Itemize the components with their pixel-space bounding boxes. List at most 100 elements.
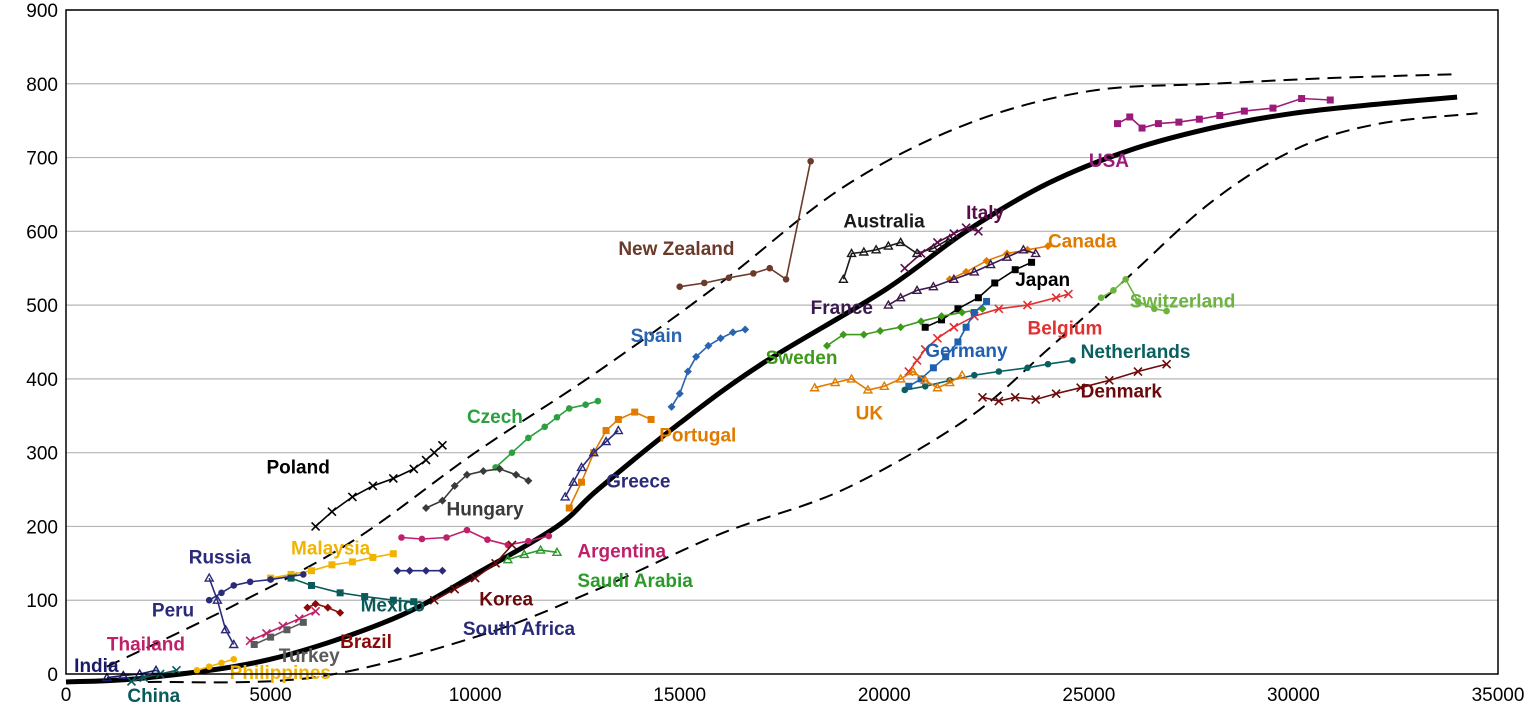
- data-point: [766, 264, 774, 272]
- series-label-belgium: Belgium: [1027, 319, 1102, 340]
- data-point: [299, 618, 307, 626]
- country-labels: USA New Zealand Australia Italy Canada Japan S…: [74, 151, 1235, 707]
- data-point: [614, 415, 622, 423]
- series-greece: [559, 425, 624, 501]
- data-point: [647, 415, 655, 423]
- series-label-usa: USA: [1089, 151, 1129, 172]
- data-point: [438, 566, 447, 575]
- data-point: [1133, 366, 1143, 377]
- y-tick-label: 500: [26, 296, 58, 317]
- series-new-zealand: [676, 157, 814, 290]
- data-point: [139, 673, 149, 683]
- x-tick-label: 15000: [653, 685, 706, 706]
- data-point: [421, 455, 431, 465]
- data-point: [230, 582, 238, 589]
- data-point: [1269, 104, 1277, 112]
- series-line: [670, 328, 746, 408]
- data-point: [1022, 300, 1033, 310]
- series-label-canada: Canada: [1048, 232, 1117, 253]
- series-line: [401, 529, 549, 546]
- data-point: [507, 540, 517, 550]
- data-point: [512, 470, 521, 479]
- data-point: [602, 427, 610, 435]
- data-point: [323, 603, 332, 612]
- data-point: [551, 546, 563, 556]
- data-point: [600, 436, 612, 446]
- series-label-switzerland: Switzerland: [1130, 291, 1236, 312]
- data-point: [944, 377, 955, 387]
- series-label-south-africa: South Africa: [463, 619, 576, 640]
- data-point: [932, 237, 943, 247]
- series-uk: [809, 366, 968, 394]
- data-point: [450, 584, 460, 594]
- x-tick-label: 10000: [449, 685, 502, 706]
- data-point: [576, 462, 587, 472]
- data-point: [700, 279, 708, 287]
- data-point: [422, 504, 431, 512]
- data-point: [541, 423, 548, 431]
- data-point: [303, 603, 312, 612]
- data-point: [1163, 307, 1170, 315]
- data-point: [171, 665, 182, 675]
- data-point: [692, 352, 701, 361]
- series-thailand: [245, 606, 321, 646]
- data-point: [126, 676, 137, 686]
- series-italy: [900, 223, 983, 273]
- data-point: [559, 491, 571, 501]
- series-line: [253, 621, 304, 646]
- data-point: [1104, 375, 1114, 385]
- data-point: [983, 297, 991, 305]
- data-point: [1154, 120, 1162, 128]
- series-label-russia: Russia: [189, 547, 252, 568]
- series-line: [904, 359, 1073, 391]
- series-line: [507, 549, 558, 561]
- data-point: [287, 574, 295, 582]
- data-point: [807, 157, 814, 165]
- data-point: [410, 598, 418, 606]
- data-point: [422, 566, 431, 575]
- data-point: [823, 341, 832, 350]
- data-point: [961, 223, 971, 233]
- series-label-new-zealand: New Zealand: [618, 239, 734, 260]
- data-point: [862, 384, 874, 394]
- series-philippines: [193, 655, 238, 674]
- data-point: [879, 380, 890, 390]
- data-point: [1298, 95, 1306, 103]
- data-point: [1051, 389, 1061, 399]
- data-point: [725, 274, 733, 282]
- y-tick-label: 600: [26, 222, 58, 243]
- data-point: [1175, 118, 1183, 126]
- data-point: [327, 507, 337, 517]
- series-label-portugal: Portugal: [659, 426, 736, 447]
- data-point: [568, 476, 579, 486]
- data-point: [287, 570, 295, 578]
- series-line: [908, 293, 1069, 372]
- series-label-china: China: [127, 686, 180, 707]
- data-point: [388, 473, 398, 484]
- data-point: [205, 663, 213, 670]
- series-label-australia: Australia: [843, 212, 925, 233]
- data-point: [704, 341, 713, 350]
- series-label-peru: Peru: [152, 600, 194, 621]
- series-spain: [667, 325, 750, 411]
- data-point: [974, 294, 982, 302]
- data-point: [470, 573, 480, 583]
- series-label-poland: Poland: [266, 457, 329, 478]
- data-point: [809, 382, 820, 392]
- data-point: [1044, 360, 1052, 368]
- data-point: [502, 554, 514, 564]
- data-point: [220, 624, 231, 634]
- series-line: [887, 248, 1036, 306]
- data-point: [859, 330, 868, 339]
- data-point: [846, 373, 857, 383]
- series-line: [568, 411, 652, 509]
- data-point: [883, 240, 894, 250]
- data-point: [588, 447, 600, 457]
- data-point: [118, 670, 129, 680]
- series-netherlands: [901, 357, 1076, 394]
- data-point: [912, 355, 922, 366]
- y-tick-label: 300: [26, 444, 58, 465]
- upper-bound-curve: [106, 73, 1458, 668]
- data-point: [594, 397, 602, 405]
